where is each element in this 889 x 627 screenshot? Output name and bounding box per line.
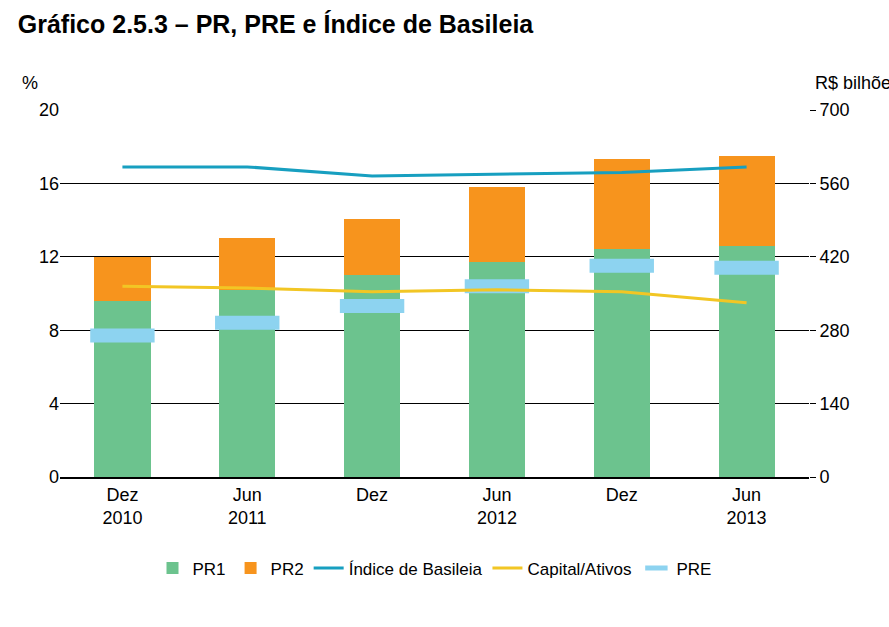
svg-text:16: 16 [39,174,59,194]
svg-text:8: 8 [49,321,59,341]
svg-text:4: 4 [49,394,59,414]
svg-text:Gráfico 2.5.3 – PR, PRE e Índi: Gráfico 2.5.3 – PR, PRE e Índice de Basi… [18,10,535,38]
svg-text:Índice de Basileia: Índice de Basileia [349,560,483,579]
svg-text:PRE: PRE [676,560,711,579]
svg-text:420: 420 [820,247,850,267]
svg-text:140: 140 [820,394,850,414]
svg-text:Jun2011: Jun2011 [228,485,267,528]
svg-text:Dez: Dez [356,485,388,505]
svg-text:PR2: PR2 [271,560,304,579]
svg-text:700: 700 [820,100,850,120]
svg-text:20: 20 [39,100,59,120]
svg-text:Jun2013: Jun2013 [727,485,767,528]
svg-text:R$ bilhões: R$ bilhões [815,73,889,93]
svg-text:Dez2010: Dez2010 [102,485,142,528]
svg-text:Dez: Dez [606,485,638,505]
svg-text:PR1: PR1 [193,560,226,579]
svg-text:560: 560 [820,174,850,194]
svg-text:%: % [22,73,38,93]
svg-text:Capital/Ativos: Capital/Ativos [527,560,631,579]
svg-text:0: 0 [49,467,59,487]
svg-text:12: 12 [39,247,59,267]
svg-text:280: 280 [820,321,850,341]
svg-text:Jun2012: Jun2012 [477,485,517,528]
svg-text:0: 0 [820,467,830,487]
